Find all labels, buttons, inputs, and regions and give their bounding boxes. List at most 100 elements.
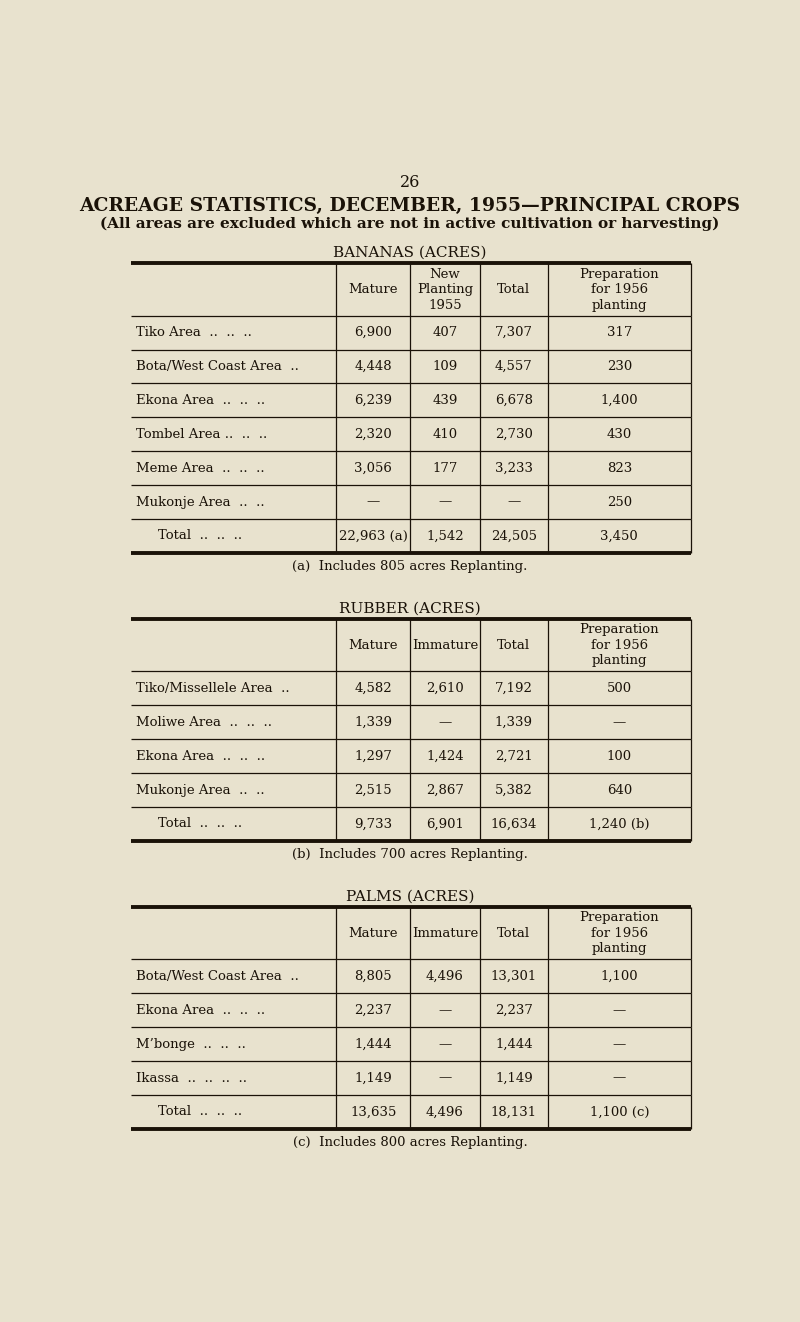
Text: 2,237: 2,237 (354, 1003, 392, 1017)
Text: 1,444: 1,444 (354, 1038, 392, 1051)
Text: 2,515: 2,515 (354, 784, 392, 797)
Text: 230: 230 (606, 360, 632, 373)
Text: 2,730: 2,730 (495, 428, 533, 440)
Text: 177: 177 (432, 461, 458, 475)
Text: Immature: Immature (412, 639, 478, 652)
Text: Moliwe Area  ..  ..  ..: Moliwe Area .. .. .. (136, 715, 272, 728)
Text: Ekona Area  ..  ..  ..: Ekona Area .. .. .. (136, 1003, 265, 1017)
Text: 100: 100 (606, 750, 632, 763)
Text: Mukonje Area  ..  ..: Mukonje Area .. .. (136, 784, 264, 797)
Text: Mature: Mature (349, 927, 398, 940)
Text: 6,678: 6,678 (495, 394, 533, 407)
Text: 22,963 (a): 22,963 (a) (338, 529, 408, 542)
Text: 5,382: 5,382 (495, 784, 533, 797)
Text: Bota/West Coast Area  ..: Bota/West Coast Area .. (136, 970, 298, 982)
Text: 16,634: 16,634 (490, 817, 537, 830)
Text: 6,239: 6,239 (354, 394, 392, 407)
Text: —: — (613, 1038, 626, 1051)
Text: Tiko/Missellele Area  ..: Tiko/Missellele Area .. (136, 682, 290, 695)
Text: 13,301: 13,301 (490, 970, 537, 982)
Text: Mature: Mature (349, 639, 398, 652)
Text: 4,496: 4,496 (426, 970, 464, 982)
Text: 24,505: 24,505 (491, 529, 537, 542)
Text: 1,339: 1,339 (354, 715, 392, 728)
Text: —: — (507, 496, 521, 509)
Text: 4,582: 4,582 (354, 682, 392, 695)
Text: 2,320: 2,320 (354, 428, 392, 440)
Text: Immature: Immature (412, 927, 478, 940)
Text: 823: 823 (606, 461, 632, 475)
Text: 317: 317 (606, 327, 632, 340)
Text: 8,805: 8,805 (354, 970, 392, 982)
Text: 7,307: 7,307 (495, 327, 533, 340)
Text: 407: 407 (432, 327, 458, 340)
Text: —: — (613, 1003, 626, 1017)
Text: Ikassa  ..  ..  ..  ..: Ikassa .. .. .. .. (136, 1072, 246, 1084)
Text: M’bonge  ..  ..  ..: M’bonge .. .. .. (136, 1038, 246, 1051)
Text: ACREAGE STATISTICS, DECEMBER, 1955—PRINCIPAL CROPS: ACREAGE STATISTICS, DECEMBER, 1955—PRINC… (79, 197, 741, 215)
Text: 4,496: 4,496 (426, 1105, 464, 1118)
Text: Ekona Area  ..  ..  ..: Ekona Area .. .. .. (136, 750, 265, 763)
Text: Preparation
for 1956
planting: Preparation for 1956 planting (579, 911, 659, 956)
Text: —: — (438, 1003, 451, 1017)
Text: Total: Total (498, 283, 530, 296)
Text: —: — (438, 1072, 451, 1084)
Text: 1,149: 1,149 (495, 1072, 533, 1084)
Text: Preparation
for 1956
planting: Preparation for 1956 planting (579, 623, 659, 668)
Text: 3,450: 3,450 (600, 529, 638, 542)
Text: Ekona Area  ..  ..  ..: Ekona Area .. .. .. (136, 394, 265, 407)
Text: —: — (613, 1072, 626, 1084)
Text: 6,900: 6,900 (354, 327, 392, 340)
Text: 1,400: 1,400 (601, 394, 638, 407)
Text: 4,557: 4,557 (495, 360, 533, 373)
Text: Bota/West Coast Area  ..: Bota/West Coast Area .. (136, 360, 298, 373)
Text: Meme Area  ..  ..  ..: Meme Area .. .. .. (136, 461, 264, 475)
Text: 3,056: 3,056 (354, 461, 392, 475)
Text: 430: 430 (606, 428, 632, 440)
Text: BANANAS (ACRES): BANANAS (ACRES) (334, 246, 486, 259)
Text: 3,233: 3,233 (495, 461, 533, 475)
Text: Tombel Area ..  ..  ..: Tombel Area .. .. .. (136, 428, 267, 440)
Text: 1,542: 1,542 (426, 529, 464, 542)
Text: 26: 26 (400, 175, 420, 192)
Text: 2,867: 2,867 (426, 784, 464, 797)
Text: 1,240 (b): 1,240 (b) (589, 817, 650, 830)
Text: 6,901: 6,901 (426, 817, 464, 830)
Text: Mature: Mature (349, 283, 398, 296)
Text: New
Planting
1955: New Planting 1955 (417, 267, 473, 312)
Text: 7,192: 7,192 (495, 682, 533, 695)
Text: 109: 109 (432, 360, 458, 373)
Text: Total: Total (498, 639, 530, 652)
Text: 410: 410 (432, 428, 458, 440)
Text: Total  ..  ..  ..: Total .. .. .. (158, 529, 242, 542)
Text: 9,733: 9,733 (354, 817, 392, 830)
Text: (c)  Includes 800 acres Replanting.: (c) Includes 800 acres Replanting. (293, 1136, 527, 1149)
Text: 1,100: 1,100 (601, 970, 638, 982)
Text: 1,424: 1,424 (426, 750, 464, 763)
Text: Preparation
for 1956
planting: Preparation for 1956 planting (579, 267, 659, 312)
Text: RUBBER (ACRES): RUBBER (ACRES) (339, 602, 481, 615)
Text: 2,610: 2,610 (426, 682, 464, 695)
Text: PALMS (ACRES): PALMS (ACRES) (346, 890, 474, 903)
Text: 1,297: 1,297 (354, 750, 392, 763)
Text: Total: Total (498, 927, 530, 940)
Text: (b)  Includes 700 acres Replanting.: (b) Includes 700 acres Replanting. (292, 849, 528, 861)
Text: 439: 439 (432, 394, 458, 407)
Text: 13,635: 13,635 (350, 1105, 396, 1118)
Text: 1,100 (c): 1,100 (c) (590, 1105, 649, 1118)
Text: 500: 500 (606, 682, 632, 695)
Text: 2,237: 2,237 (495, 1003, 533, 1017)
Text: —: — (438, 496, 451, 509)
Text: Mukonje Area  ..  ..: Mukonje Area .. .. (136, 496, 264, 509)
Text: 640: 640 (606, 784, 632, 797)
Text: —: — (613, 715, 626, 728)
Text: —: — (366, 496, 380, 509)
Text: Tiko Area  ..  ..  ..: Tiko Area .. .. .. (136, 327, 251, 340)
Text: (a)  Includes 805 acres Replanting.: (a) Includes 805 acres Replanting. (292, 561, 528, 574)
Text: —: — (438, 1038, 451, 1051)
Text: 2,721: 2,721 (495, 750, 533, 763)
Text: (All areas are excluded which are not in active cultivation or harvesting): (All areas are excluded which are not in… (100, 217, 720, 231)
Text: 250: 250 (606, 496, 632, 509)
Text: 1,444: 1,444 (495, 1038, 533, 1051)
Text: Total  ..  ..  ..: Total .. .. .. (158, 817, 242, 830)
